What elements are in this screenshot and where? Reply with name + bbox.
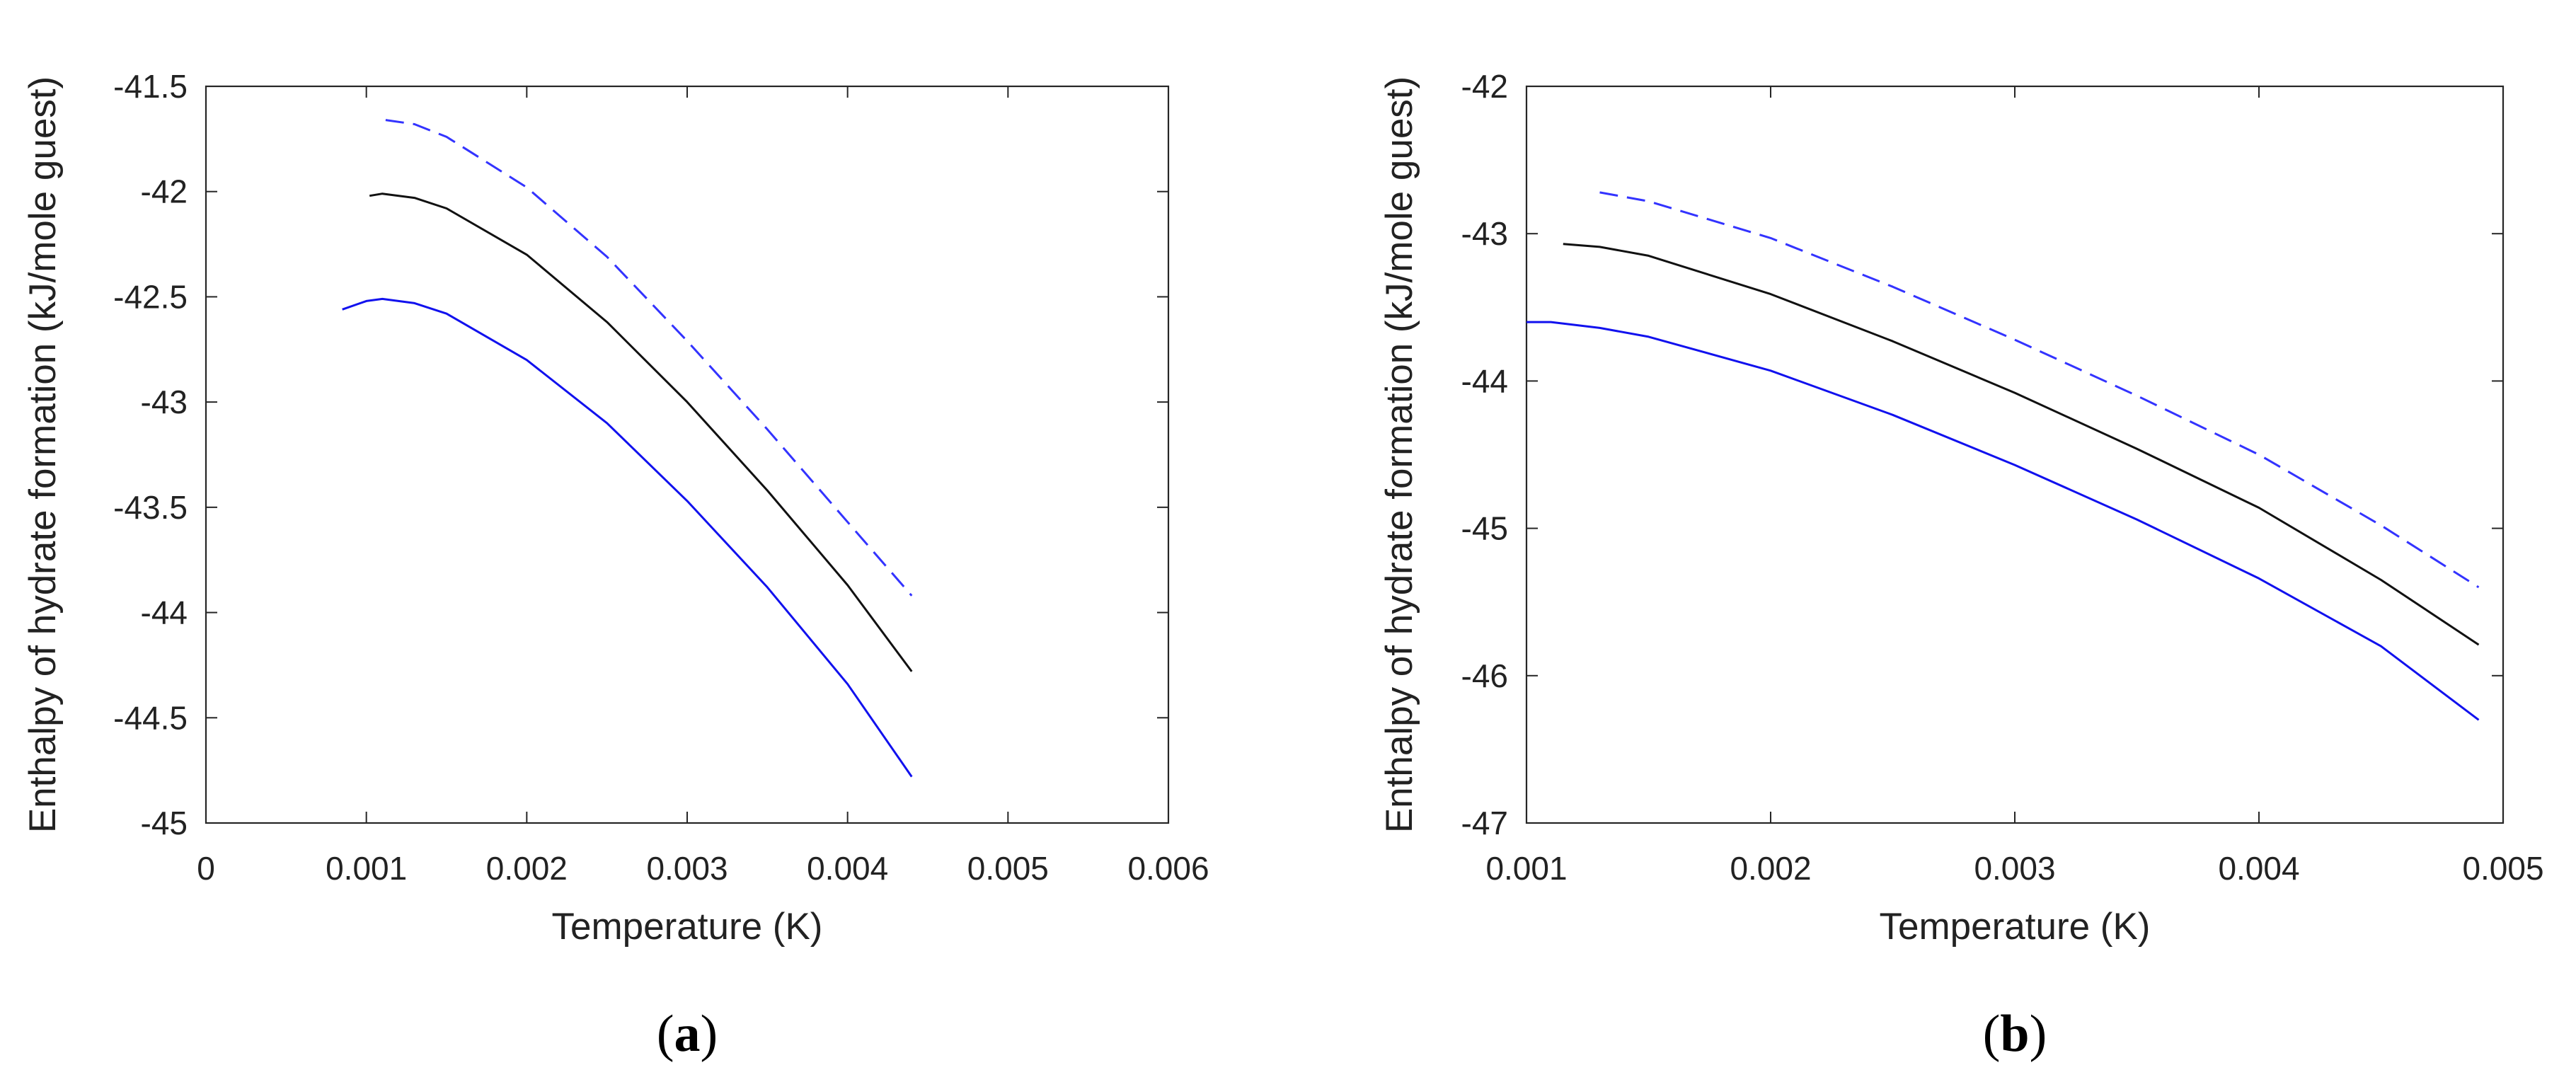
y-tick-label: -45 bbox=[1461, 510, 1508, 547]
y-tick-label: -44 bbox=[141, 594, 188, 631]
y-tick-label: -43 bbox=[141, 384, 188, 420]
panel-letter: a bbox=[674, 1005, 701, 1063]
x-tick-label: 0 bbox=[197, 850, 215, 887]
panel-label: (b) bbox=[1983, 1005, 2047, 1063]
panel-letter: b bbox=[2000, 1005, 2029, 1063]
y-tick-label: -47 bbox=[1461, 805, 1508, 841]
x-axis-label: Temperature (K) bbox=[1880, 906, 2151, 948]
x-tick-label: 0.006 bbox=[1127, 850, 1209, 887]
x-tick-label: 0.003 bbox=[646, 850, 728, 887]
x-tick-label: 0.004 bbox=[2218, 850, 2299, 887]
x-tick-label: 0.001 bbox=[326, 850, 407, 887]
panel-label: (a) bbox=[657, 1005, 718, 1063]
x-tick-label: 0.005 bbox=[2462, 850, 2543, 887]
y-tick-label: -44.5 bbox=[113, 699, 188, 736]
y-tick-label: -46 bbox=[1461, 657, 1508, 694]
y-tick-label: -45 bbox=[141, 805, 188, 841]
x-tick-label: 0.002 bbox=[486, 850, 568, 887]
chart-a: 0 0.001 0.002 0.003 0.004 0.005 0.006 -41.5 -42 -… bbox=[22, 68, 1209, 1063]
series-line-3 bbox=[1526, 321, 2480, 721]
series-line-1 bbox=[385, 119, 913, 597]
x-axis-label: Temperature (K) bbox=[552, 906, 823, 948]
y-tick-label: -43.5 bbox=[113, 489, 188, 526]
y-tick-label: -42 bbox=[141, 173, 188, 210]
y-tick-label: -42.5 bbox=[113, 278, 188, 315]
y-axis-label: Enthalpy of hydrate formation (kJ/mole g… bbox=[22, 76, 64, 833]
x-tick-label: 0.001 bbox=[1485, 850, 1567, 887]
y-tick-label: -44 bbox=[1461, 362, 1508, 399]
y-axis-label: Enthalpy of hydrate formation (kJ/mole g… bbox=[1379, 76, 1420, 833]
series-line-3 bbox=[342, 297, 913, 778]
series-line-2 bbox=[369, 192, 913, 672]
y-tick-label: -42 bbox=[1461, 68, 1508, 105]
y-tick-label: -41.5 bbox=[113, 68, 188, 105]
chart-b: 0.001 0.002 0.003 0.004 0.005 -42 -43 -44 -45 -46… bbox=[1379, 68, 2544, 1063]
series-line-1 bbox=[1599, 191, 2480, 589]
plot-frame bbox=[205, 85, 1170, 824]
series-line-2 bbox=[1563, 243, 2480, 646]
x-tick-label: 0.003 bbox=[1974, 850, 2055, 887]
plot-frame bbox=[1525, 85, 2505, 824]
x-tick-label: 0.005 bbox=[967, 850, 1049, 887]
x-tick-label: 0.002 bbox=[1730, 850, 1811, 887]
y-tick-label: -43 bbox=[1461, 215, 1508, 252]
x-tick-label: 0.004 bbox=[807, 850, 888, 887]
